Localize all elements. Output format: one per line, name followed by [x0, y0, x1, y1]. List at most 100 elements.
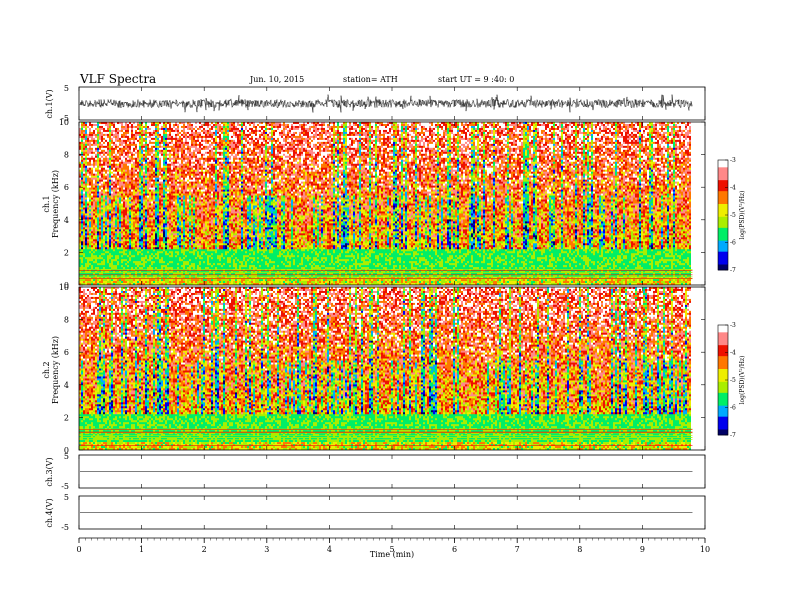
spectrogram-cell — [169, 133, 171, 137]
spectrogram-cell — [189, 197, 191, 200]
spectrogram-cell — [131, 197, 133, 200]
spectrogram-cell — [127, 129, 129, 133]
spectrogram-cell — [129, 201, 131, 204]
spectrogram-cell — [101, 141, 103, 145]
spectrogram-cell — [141, 237, 143, 240]
spectrogram-cell — [183, 161, 185, 165]
spectrogram-cell — [239, 215, 241, 220]
spectrogram-cell — [193, 169, 195, 172]
spectrogram-cell — [161, 205, 163, 208]
spectrogram-cell — [97, 129, 99, 133]
spectrogram-cell — [169, 163, 171, 167]
spectrogram-cell — [193, 213, 195, 216]
spectrogram-cell — [159, 231, 161, 234]
spectrogram-cell — [145, 165, 147, 174]
spectrogram-cell — [219, 175, 221, 178]
spectrogram-cell — [135, 189, 137, 192]
spectrogram-cell — [103, 197, 105, 200]
spectrogram-cell — [97, 133, 99, 137]
spectrogram-cell — [79, 141, 81, 145]
spectrogram-cell — [161, 169, 163, 172]
spectrogram-cell — [243, 213, 245, 218]
spectrogram-cell — [205, 241, 207, 248]
spectrogram-cell — [187, 141, 189, 145]
spectrogram-cell — [137, 249, 139, 252]
spectrogram-cell — [113, 259, 115, 262]
spectrogram-cell — [159, 195, 161, 198]
spectrogram-cell — [127, 163, 129, 167]
spectrogram-cell — [93, 249, 95, 252]
spectrogram-cell — [173, 179, 175, 186]
spectrogram-cell — [135, 213, 137, 216]
spectrogram-cell — [195, 123, 197, 127]
spectrogram-cell — [91, 281, 93, 284]
spectrogram-cell — [163, 263, 165, 266]
spectrogram-cell — [165, 123, 167, 129]
spectrogram-cell — [163, 147, 165, 151]
spectrogram-cell — [245, 135, 247, 139]
spectrogram-cell — [235, 209, 237, 212]
spectrogram-cell — [169, 161, 171, 165]
spectrogram-cell — [147, 135, 149, 139]
spectrogram-cell — [85, 165, 87, 169]
spectrogram-cell — [189, 135, 191, 141]
spectrogram-cell — [215, 169, 217, 172]
spectrogram-cell — [117, 281, 119, 285]
spectrogram-cell — [221, 197, 223, 202]
spectrogram-cell — [187, 171, 189, 174]
spectrogram-cell — [225, 171, 227, 176]
spectrogram-cell — [193, 131, 195, 137]
spectrogram-cell — [155, 171, 157, 174]
spectrogram-cell — [165, 247, 167, 250]
spectrogram-cell — [193, 235, 195, 238]
spectrogram-cell — [141, 189, 143, 194]
spectrogram-cell — [81, 213, 83, 216]
spectrogram-cell — [157, 239, 159, 242]
spectrogram-cell — [205, 229, 207, 232]
spectrogram-cell — [157, 141, 159, 145]
spectrogram-cell — [221, 122, 223, 125]
spectrogram-cell — [139, 241, 141, 244]
spectrogram-cell — [115, 211, 117, 214]
spectrogram-cell — [97, 143, 99, 147]
spectrogram-cell — [111, 203, 113, 208]
spectrogram-cell — [167, 237, 169, 240]
spectrogram-cell — [145, 239, 147, 242]
spectrogram-cell — [167, 253, 169, 256]
spectrogram-cell — [145, 122, 147, 125]
spectrogram-cell — [231, 185, 233, 188]
spectrogram-cell — [113, 123, 115, 129]
spectrogram-cell — [129, 149, 131, 153]
spectrogram-cell — [105, 195, 107, 198]
spectrogram-cell — [245, 185, 247, 188]
spectrogram-cell — [115, 153, 117, 157]
spectrogram-cell — [203, 181, 205, 186]
spectrogram-cell — [203, 133, 205, 137]
spectrogram-cell — [123, 259, 125, 262]
spectrogram-cell — [129, 279, 131, 284]
spectrogram-cell — [129, 173, 131, 176]
spectrogram-cell — [89, 122, 91, 127]
spectrogram-cell — [83, 185, 85, 188]
spectrogram-cell — [157, 175, 159, 178]
spectrogram-cell — [207, 145, 209, 151]
spectrogram-cell — [89, 215, 91, 218]
spectrogram-cell — [203, 141, 205, 147]
spectrogram-cell — [235, 239, 237, 242]
spectrogram-cell — [197, 129, 199, 133]
spectrogram-cell — [243, 155, 245, 159]
spectrogram-cell — [181, 233, 183, 236]
spectrogram-cell — [173, 239, 175, 242]
spectrogram-cell — [87, 169, 89, 172]
spectrogram-cell — [157, 203, 159, 212]
spectrogram-cell — [109, 223, 111, 226]
spectrogram-cell — [243, 199, 245, 202]
spectrogram-cell — [215, 165, 217, 169]
spectrogram-cell — [233, 209, 235, 214]
spectrogram-cell — [177, 147, 179, 151]
spectrogram-cell — [243, 157, 245, 161]
spectrogram-cell — [181, 253, 183, 260]
spectrogram-cell — [133, 283, 135, 285]
spectrogram-cell — [147, 149, 149, 157]
spectrogram-cell — [177, 163, 179, 167]
